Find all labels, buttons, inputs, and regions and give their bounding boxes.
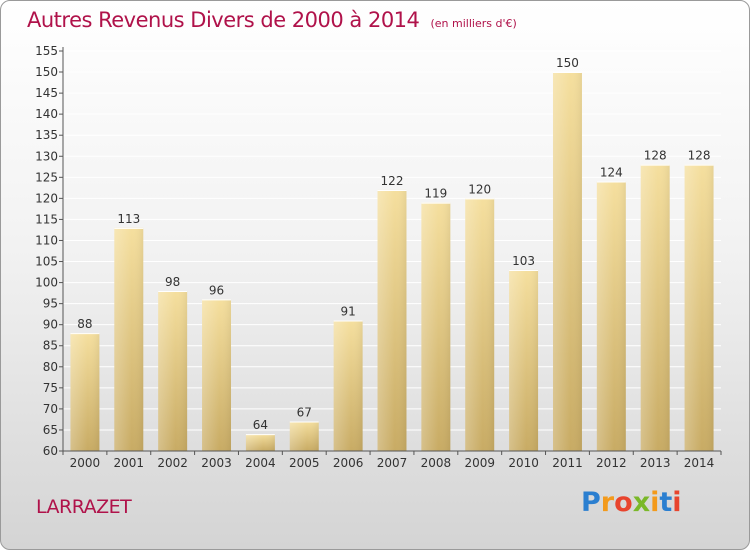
- x-tick-label: 2011: [552, 456, 583, 470]
- x-tick-label: 2004: [245, 456, 276, 470]
- y-tick-label: 155: [35, 44, 58, 58]
- y-tick-label: 135: [35, 128, 58, 142]
- y-tick-label: 60: [43, 444, 58, 458]
- logo-letter: r: [600, 487, 615, 518]
- bar-shade: [684, 164, 714, 451]
- logo-letter: P: [581, 487, 601, 518]
- bar-value-label: 98: [165, 275, 180, 289]
- x-tick-label: 2005: [289, 456, 320, 470]
- y-tick-label: 75: [43, 381, 58, 395]
- x-axis: 2000 2001 2002 2003 2004 2005 2006 2007 2008 2009…: [62, 450, 722, 470]
- bar-value-label: 124: [600, 166, 623, 180]
- chart-title: Autres Revenus Divers de 2000 à 2014 (en…: [27, 8, 517, 32]
- bar-shade: [70, 333, 100, 451]
- bar-shade: [552, 72, 582, 451]
- chart-title-text: Autres Revenus Divers de 2000 à 2014: [27, 8, 420, 32]
- x-tick-label: 2014: [684, 456, 715, 470]
- x-tick-label: 2001: [114, 456, 145, 470]
- y-tick-label: 95: [43, 297, 58, 311]
- y-tick-label: 70: [43, 402, 58, 416]
- y-tick-label: 65: [43, 423, 58, 437]
- x-tick-label: 2012: [596, 456, 627, 470]
- bar-shade: [333, 320, 363, 451]
- logo-letter: x: [632, 487, 651, 518]
- bar-shade: [202, 299, 232, 451]
- y-tick-label: 105: [35, 255, 58, 269]
- y-tick-label: 130: [35, 149, 58, 163]
- bar-value-label: 103: [512, 254, 535, 268]
- x-tick-label: 2002: [157, 456, 188, 470]
- bar-shade: [640, 164, 670, 451]
- bar-shade: [289, 421, 319, 451]
- x-tick-label: 2007: [377, 456, 408, 470]
- bar-value-label: 67: [297, 406, 312, 420]
- bar-value-label: 91: [340, 304, 355, 318]
- x-tick-label: 2013: [640, 456, 671, 470]
- logo-letter: t: [659, 487, 673, 518]
- proxiti-logo: Proxiti: [581, 487, 682, 518]
- bar-shade: [245, 434, 275, 451]
- x-tick-label: 2009: [464, 456, 495, 470]
- x-tick-label: 2008: [421, 456, 452, 470]
- bar-value-label: 64: [253, 418, 268, 432]
- y-tick-label: 115: [35, 212, 58, 226]
- y-tick-label: 85: [43, 339, 58, 353]
- y-tick-label: 120: [35, 191, 58, 205]
- bar-value-label: 128: [644, 149, 667, 163]
- bar-shade: [114, 227, 144, 451]
- bar-shade: [377, 189, 407, 451]
- y-tick-label: 110: [35, 233, 58, 247]
- y-tick-label: 150: [35, 65, 58, 79]
- bar-shade: [596, 181, 626, 452]
- bar-value-label: 113: [117, 212, 140, 226]
- logo-letter: i: [650, 487, 660, 518]
- bar-shade: [421, 202, 451, 451]
- bar-value-label: 122: [381, 174, 404, 188]
- x-tick-label: 2000: [70, 456, 101, 470]
- bar-value-label: 128: [688, 149, 711, 163]
- x-tick-label: 2006: [333, 456, 364, 470]
- city-label: LARRAZET: [36, 496, 132, 518]
- bar-value-label: 88: [77, 317, 92, 331]
- bar-value-label: 119: [424, 187, 447, 201]
- bar-value-label: 96: [209, 283, 224, 297]
- y-axis: 60 65 70 75 80 85 90 95 100 105 110 115 120 125 130 135…: [35, 44, 64, 458]
- logo-letter: i: [672, 487, 682, 518]
- y-tick-label: 125: [35, 170, 58, 184]
- bars: 88 113 98 96 64 67 91 122 119 120 103 150 124 128 128: [70, 56, 714, 452]
- y-tick-label: 140: [35, 107, 58, 121]
- bar-shade: [509, 269, 539, 451]
- bar-value-label: 120: [468, 182, 491, 196]
- y-tick-label: 80: [43, 360, 58, 374]
- y-tick-label: 90: [43, 318, 58, 332]
- bar-value-label: 150: [556, 56, 579, 70]
- y-tick-label: 145: [35, 86, 58, 100]
- y-tick-label: 100: [35, 276, 58, 290]
- chart-unit: (en milliers d'€): [430, 17, 517, 30]
- bar-shade: [158, 291, 188, 451]
- x-tick-label: 2003: [201, 456, 232, 470]
- x-tick-label: 2010: [508, 456, 539, 470]
- bar-shade: [465, 198, 495, 451]
- logo-letter: o: [614, 487, 633, 518]
